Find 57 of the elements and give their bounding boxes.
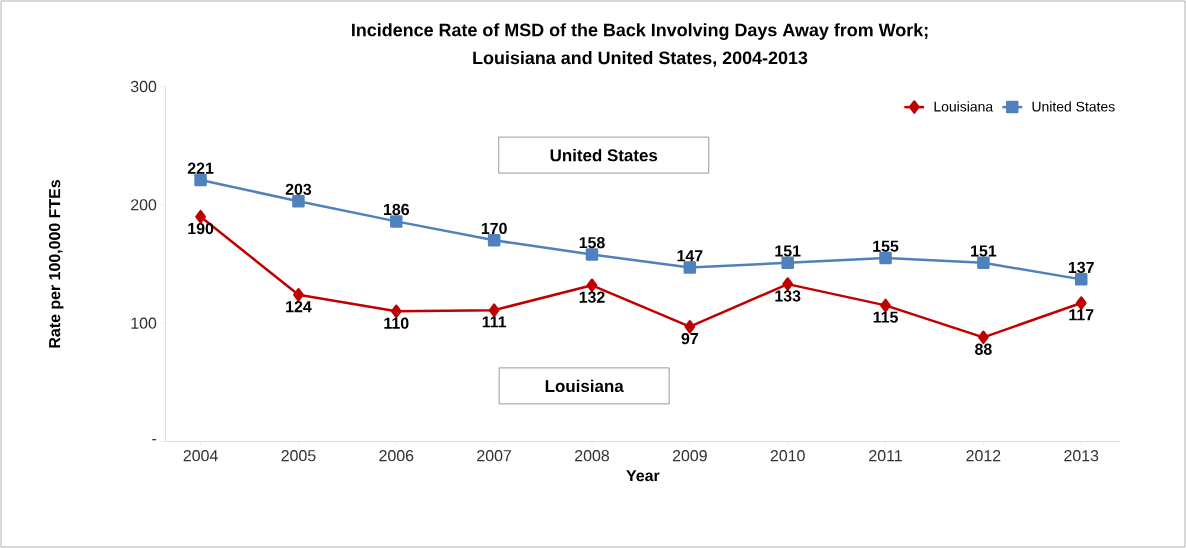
data-label: 158 xyxy=(579,236,605,249)
data-label: 110 xyxy=(384,317,409,329)
x-tick-label: 2007 xyxy=(477,450,512,462)
data-label: 155 xyxy=(873,240,899,252)
y-tick-label: - xyxy=(152,439,157,441)
data-label: 221 xyxy=(187,162,214,174)
data-label: 137 xyxy=(1068,261,1094,274)
point xyxy=(293,288,304,302)
data-label: 115 xyxy=(873,311,898,323)
legend-label: Louisiana xyxy=(934,101,994,112)
x-tick-label: 2006 xyxy=(379,450,414,462)
point xyxy=(683,261,697,274)
annotation: United States xyxy=(550,148,658,162)
annotation: Louisiana xyxy=(545,379,624,393)
data-label: 170 xyxy=(481,222,507,235)
point xyxy=(782,277,794,291)
point xyxy=(1074,273,1088,286)
point xyxy=(195,209,206,224)
x-tick-label: 2010 xyxy=(770,450,805,462)
point xyxy=(487,234,501,247)
x-axis-title: Year xyxy=(626,470,660,482)
x-tick-label: 2004 xyxy=(183,450,218,462)
x-tick-label: 2012 xyxy=(966,450,1001,462)
y-tick-label: 200 xyxy=(131,199,157,211)
point xyxy=(1075,296,1087,310)
point xyxy=(879,251,892,265)
data-label: 111 xyxy=(482,316,507,328)
x-tick-label: 2008 xyxy=(575,450,610,462)
point xyxy=(977,256,990,270)
chart-title: Incidence Rate of MSD of the Back Involving Days Away from Work; Louisiana and United States, 2004-2013 xyxy=(352,23,928,67)
x-tick-label: 2013 xyxy=(1064,450,1099,462)
data-label: 151 xyxy=(971,245,997,257)
data-label: 203 xyxy=(285,183,312,196)
point xyxy=(194,173,207,187)
x-tick-label: 2009 xyxy=(672,450,707,462)
data-label: 124 xyxy=(286,301,312,313)
point xyxy=(292,195,305,208)
data-label: 97 xyxy=(681,332,698,345)
point xyxy=(488,303,500,317)
y-axis-title: Rate per 100,000 FTEs xyxy=(48,180,64,348)
point xyxy=(684,319,696,334)
data-label: 190 xyxy=(188,222,214,235)
x-tick-label: 2005 xyxy=(281,450,316,462)
legend-label: United States xyxy=(1032,101,1115,112)
data-label: 151 xyxy=(775,245,801,257)
x-tick-label: 2011 xyxy=(869,450,902,462)
data-label: 186 xyxy=(384,203,409,216)
point xyxy=(781,256,794,270)
data-label: 88 xyxy=(975,343,992,355)
y-tick-label: 100 xyxy=(131,317,157,329)
data-label: 117 xyxy=(1069,309,1094,321)
data-label: 133 xyxy=(775,290,801,302)
data-label: 132 xyxy=(579,291,605,303)
point xyxy=(390,215,403,228)
y-tick-label: 300 xyxy=(130,80,157,93)
point xyxy=(585,248,599,261)
data-label: 147 xyxy=(677,250,703,262)
